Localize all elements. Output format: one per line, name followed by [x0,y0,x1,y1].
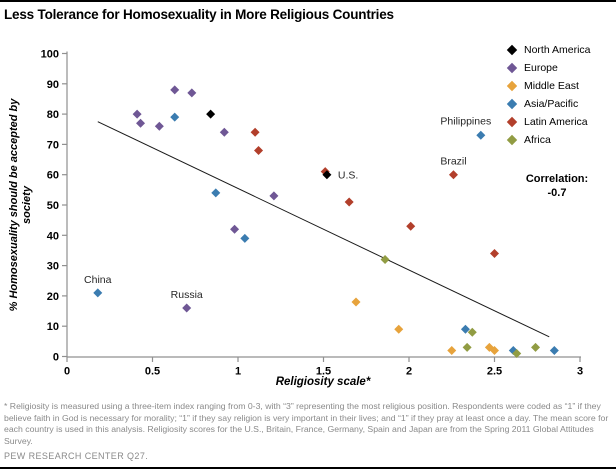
x-tick-label: 0.5 [145,366,160,378]
source-line: PEW RESEARCH CENTER Q27. [4,451,149,461]
legend-diamond-icon [506,134,518,146]
trend-line [97,121,550,338]
country-label: Brazil [440,156,466,168]
chart-title: Less Tolerance for Homosexuality in More… [4,7,394,22]
data-point-asia_pacific [240,233,250,243]
data-point-middle_east [351,297,361,307]
data-point-europe [182,303,192,313]
y-tick-label: 90 [47,79,59,91]
data-point-africa [462,342,472,352]
x-tick-label: 2.5 [487,366,502,378]
y-tick-label: 70 [47,139,59,151]
data-point-north_america [322,170,332,180]
legend: North America Europe Middle East Asia/Pacif… [506,44,591,146]
legend-item-middle_east: Middle East [506,80,591,92]
data-point-middle_east [447,345,457,355]
y-tick-label: 20 [47,291,59,303]
legend-item-north_america: North America [506,44,591,56]
data-point-asia_pacific [211,188,221,198]
data-point-europe [187,88,197,98]
data-point-europe [230,224,240,234]
data-point-africa [467,327,477,337]
country-label: U.S. [338,170,358,182]
data-point-latin_america [254,145,264,155]
legend-diamond-icon [506,98,518,110]
data-point-europe [219,127,229,137]
legend-diamond-icon [506,80,518,92]
y-tick-label: 60 [47,170,59,182]
correlation-label: Correlation: [525,173,589,185]
x-tick-label: 3 [577,366,583,378]
data-point-europe [154,121,164,131]
y-tick-label: 80 [47,109,59,121]
x-tick-label: 0 [64,366,70,378]
y-tick-label: 50 [47,200,59,212]
country-label: China [84,274,112,286]
x-tick-label: 1.5 [316,366,331,378]
legend-label: North America [524,44,591,56]
data-point-asia_pacific [93,288,103,298]
data-point-asia_pacific [460,324,470,334]
legend-diamond-icon [506,44,518,56]
data-point-asia_pacific [476,130,486,140]
country-label: Philippines [440,115,491,127]
legend-diamond-icon [506,62,518,74]
data-point-middle_east [490,345,499,355]
data-point-africa [380,255,390,265]
data-point-asia_pacific [549,345,559,355]
data-point-africa [531,342,541,352]
legend-label: Middle East [524,80,579,92]
scatter-plot: 0 0.5 1 1.5 2 2.5 30102030405060708090100Russi… [41,49,583,378]
y-tick-label: 100 [41,49,59,61]
footnote: * Religiosity is measured using a three-… [4,401,609,446]
correlation-value: -0.7 [547,187,567,200]
data-point-latin_america [406,221,416,231]
y-tick-label: 30 [47,261,59,273]
data-point-middle_east [394,324,404,334]
legend-item-africa: Africa [506,134,591,146]
y-tick-label: 10 [47,321,59,333]
top-border-rule [0,0,616,2]
country-label: Russia [171,289,203,301]
legend-label: Africa [524,134,551,146]
data-point-europe [269,191,279,201]
data-point-europe [136,118,146,128]
data-point-latin_america [344,197,354,207]
x-axis-title: Religiosity scale* [275,376,371,388]
data-point-europe [132,109,142,119]
x-tick-label: 1 [235,366,241,378]
legend-item-latin_america: Latin America [506,116,591,128]
data-point-latin_america [448,170,458,180]
y-axis-title-line1: % Homosexuality should be accepted by [8,98,21,312]
legend-label: Asia/Pacific [524,98,579,110]
data-point-north_america [206,109,216,119]
y-tick-label: 0 [53,352,59,364]
correlation-note: Correlation: -0.7 [500,172,614,201]
legend-item-europe: Europe [506,62,591,74]
y-tick-label: 40 [47,230,59,242]
data-point-europe [170,85,180,95]
y-axis-title-line2: society [21,186,33,224]
legend-item-asia_pacific: Asia/Pacific [506,98,591,110]
data-point-africa [512,348,522,358]
bottom-border-rule [0,467,616,469]
x-tick-label: 2 [406,366,412,378]
legend-label: Europe [524,62,558,74]
data-point-latin_america [490,248,499,258]
y-axis-title: % Homosexuality should be accepted by so… [8,40,34,370]
legend-diamond-icon [506,116,518,128]
data-point-asia_pacific [170,112,180,122]
legend-label: Latin America [524,116,588,128]
data-point-latin_america [250,127,260,137]
